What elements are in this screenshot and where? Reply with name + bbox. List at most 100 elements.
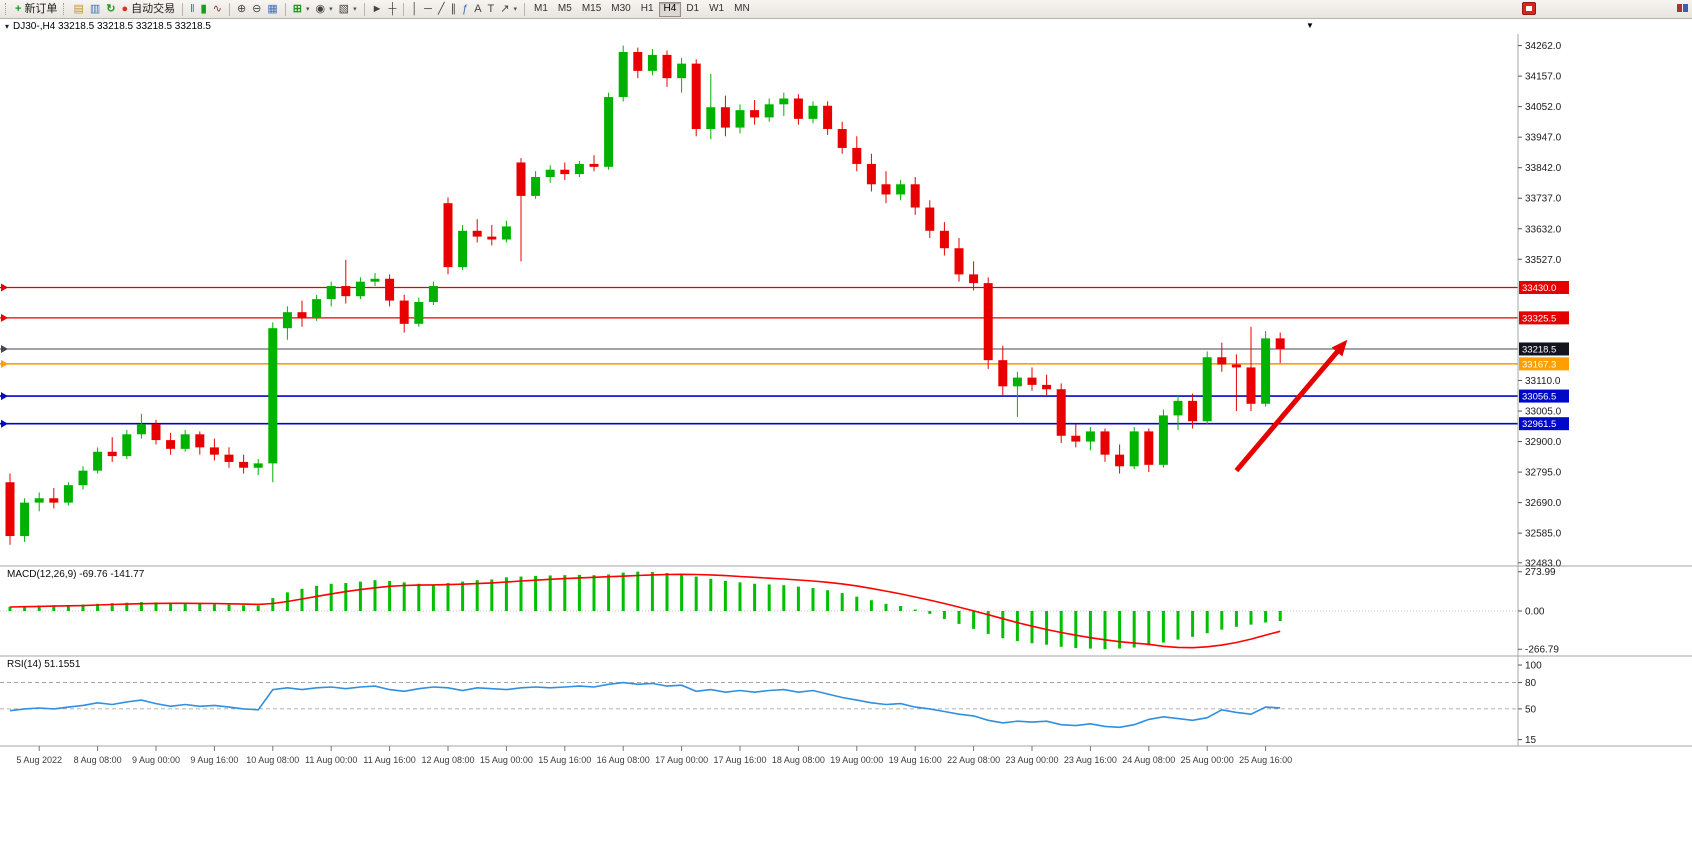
vertical-line-icon: │ bbox=[411, 2, 419, 15]
indicators-icon: ⊞ bbox=[292, 2, 303, 15]
svg-text:23 Aug 00:00: 23 Aug 00:00 bbox=[1005, 755, 1058, 765]
autotrading-label: 自动交易 bbox=[131, 2, 176, 15]
svg-text:12 Aug 08:00: 12 Aug 08:00 bbox=[421, 755, 474, 765]
trendline-button[interactable]: ╱ bbox=[435, 1, 448, 17]
channel-icon: ∥ bbox=[450, 2, 457, 15]
data-window-button[interactable]: ▥ bbox=[87, 1, 103, 17]
toolbar-separator bbox=[284, 2, 286, 16]
tile-windows-button[interactable]: ▦ bbox=[264, 1, 280, 17]
price-axis[interactable]: 34262.0 34157.0 34052.0 33947.0 33842.0 33737… bbox=[1518, 41, 1562, 746]
horizontal-line-icon: ─ bbox=[424, 2, 432, 15]
templates-button[interactable]: ▧ ▾ bbox=[336, 1, 360, 17]
new-order-button[interactable]: + 新订单 bbox=[12, 1, 60, 17]
svg-text:5 Aug 2022: 5 Aug 2022 bbox=[16, 755, 62, 765]
svg-text:34157.0: 34157.0 bbox=[1525, 72, 1562, 83]
time-axis[interactable]: 5 Aug 2022 8 Aug 08:00 9 Aug 00:00 9 Aug 16… bbox=[16, 746, 1292, 765]
autotrading-icon: ● bbox=[121, 2, 129, 15]
svg-text:33842.0: 33842.0 bbox=[1525, 163, 1562, 174]
toolbar-grip[interactable] bbox=[5, 3, 9, 15]
horizontal-line-button[interactable]: ─ bbox=[421, 1, 435, 17]
chart-shift-marker[interactable]: ▼ bbox=[1306, 21, 1314, 30]
timeframe-w1-button[interactable]: W1 bbox=[704, 2, 729, 17]
svg-text:80: 80 bbox=[1525, 678, 1537, 689]
periods-button[interactable]: ◉ ▾ bbox=[313, 1, 336, 17]
zoom-out-button[interactable]: ⊖ bbox=[249, 1, 264, 17]
svg-text:15 Aug 16:00: 15 Aug 16:00 bbox=[538, 755, 591, 765]
channel-button[interactable]: ∥ bbox=[448, 1, 460, 17]
svg-text:34052.0: 34052.0 bbox=[1525, 102, 1562, 113]
svg-text:19 Aug 16:00: 19 Aug 16:00 bbox=[889, 755, 942, 765]
svg-text:0.00: 0.00 bbox=[1525, 607, 1545, 618]
text-tool-button[interactable]: A bbox=[471, 1, 484, 17]
zoom-in-icon: ⊕ bbox=[236, 2, 247, 15]
svg-text:32900.0: 32900.0 bbox=[1525, 437, 1562, 448]
indicators-button[interactable]: ⊞ ▾ bbox=[290, 1, 313, 17]
autotrading-button[interactable]: ● 自动交易 bbox=[118, 1, 178, 17]
macd-histogram bbox=[0, 571, 1518, 650]
svg-text:11 Aug 16:00: 11 Aug 16:00 bbox=[363, 755, 415, 765]
toolbar-separator bbox=[524, 2, 525, 16]
text-label-tool-icon: T bbox=[487, 2, 495, 15]
chevron-down-icon: ▾ bbox=[353, 5, 357, 13]
price-badges: 33430.0 33325.5 33218.5 33167.3 33056.5 32961… bbox=[1519, 280, 1569, 431]
cursor-icon: ► bbox=[371, 2, 383, 15]
macd-label: MACD(12,26,9) -69.76 -141.77 bbox=[7, 569, 145, 580]
svg-text:33218.5: 33218.5 bbox=[1522, 344, 1556, 355]
chart-title: DJ30-,H4 33218.5 33218.5 33218.5 33218.5 bbox=[13, 21, 211, 32]
candles-layer bbox=[5, 45, 1285, 545]
vertical-line-button[interactable]: │ bbox=[408, 1, 421, 17]
zoom-in-button[interactable]: ⊕ bbox=[234, 1, 249, 17]
svg-text:33527.0: 33527.0 bbox=[1525, 255, 1562, 266]
candlestick-chart-button[interactable]: ▮ bbox=[198, 1, 210, 17]
timeframe-h4-button[interactable]: H4 bbox=[658, 1, 682, 17]
market-watch-button[interactable]: ▤ bbox=[70, 1, 86, 17]
chart-menu-icon[interactable]: ▾ bbox=[5, 22, 10, 31]
trend-arrow[interactable] bbox=[1234, 339, 1348, 473]
svg-text:33737.0: 33737.0 bbox=[1525, 194, 1562, 205]
timeframe-m5-button[interactable]: M5 bbox=[553, 2, 577, 17]
timeframe-h1-button[interactable]: H1 bbox=[636, 2, 659, 17]
line-chart-icon: ∿ bbox=[212, 2, 222, 15]
timeframe-m15-button[interactable]: M15 bbox=[577, 2, 606, 17]
svg-text:33325.5: 33325.5 bbox=[1522, 313, 1556, 324]
crosshair-button[interactable]: ┼ bbox=[385, 1, 399, 17]
timeframe-d1-button[interactable]: D1 bbox=[681, 2, 704, 17]
cursor-button[interactable]: ► bbox=[369, 1, 386, 17]
fibonacci-button[interactable]: ƒ bbox=[459, 1, 471, 17]
chart-canvas[interactable]: 34262.0 34157.0 34052.0 33947.0 33842.0 33737… bbox=[0, 34, 1692, 775]
svg-text:33056.5: 33056.5 bbox=[1522, 392, 1556, 403]
periods-icon: ◉ bbox=[315, 2, 326, 15]
svg-text:15: 15 bbox=[1525, 735, 1537, 746]
svg-text:8 Aug 08:00: 8 Aug 08:00 bbox=[74, 755, 122, 765]
toolbar-grip[interactable] bbox=[63, 3, 67, 15]
bar-chart-button[interactable]: ‖ bbox=[187, 1, 198, 17]
svg-text:32690.0: 32690.0 bbox=[1525, 498, 1562, 509]
rsi-line bbox=[9, 681, 1281, 729]
svg-text:19 Aug 00:00: 19 Aug 00:00 bbox=[830, 755, 883, 765]
svg-text:17 Aug 00:00: 17 Aug 00:00 bbox=[655, 755, 708, 765]
new-order-label: 新订单 bbox=[24, 2, 58, 15]
svg-text:32795.0: 32795.0 bbox=[1525, 468, 1562, 479]
bar-chart-icon: ‖ bbox=[190, 2, 195, 15]
svg-text:50: 50 bbox=[1525, 704, 1537, 715]
svg-text:9 Aug 00:00: 9 Aug 00:00 bbox=[132, 755, 180, 765]
timeframe-m30-button[interactable]: M30 bbox=[606, 2, 635, 17]
toolbar-separator bbox=[182, 2, 184, 16]
chevron-down-icon: ▾ bbox=[513, 5, 517, 13]
arrows-tool-button[interactable]: ↗ ▾ bbox=[497, 1, 520, 17]
chevron-down-icon: ▾ bbox=[306, 5, 310, 13]
svg-text:100: 100 bbox=[1525, 661, 1542, 672]
timeframe-mn-button[interactable]: MN bbox=[729, 2, 755, 17]
candlestick-chart-icon: ▮ bbox=[200, 2, 207, 15]
text-label-tool-button[interactable]: T bbox=[485, 1, 498, 17]
timeframe-m1-button[interactable]: M1 bbox=[529, 2, 553, 17]
svg-text:22 Aug 08:00: 22 Aug 08:00 bbox=[947, 755, 1000, 765]
svg-text:18 Aug 08:00: 18 Aug 08:00 bbox=[772, 755, 825, 765]
alert-icon[interactable] bbox=[1522, 2, 1536, 15]
crosshair-icon: ┼ bbox=[388, 2, 397, 15]
line-chart-button[interactable]: ∿ bbox=[210, 1, 225, 17]
refresh-button[interactable]: ↻ bbox=[103, 1, 118, 17]
svg-text:33110.0: 33110.0 bbox=[1525, 376, 1561, 387]
svg-text:23 Aug 16:00: 23 Aug 16:00 bbox=[1064, 755, 1117, 765]
svg-text:24 Aug 08:00: 24 Aug 08:00 bbox=[1122, 755, 1175, 765]
